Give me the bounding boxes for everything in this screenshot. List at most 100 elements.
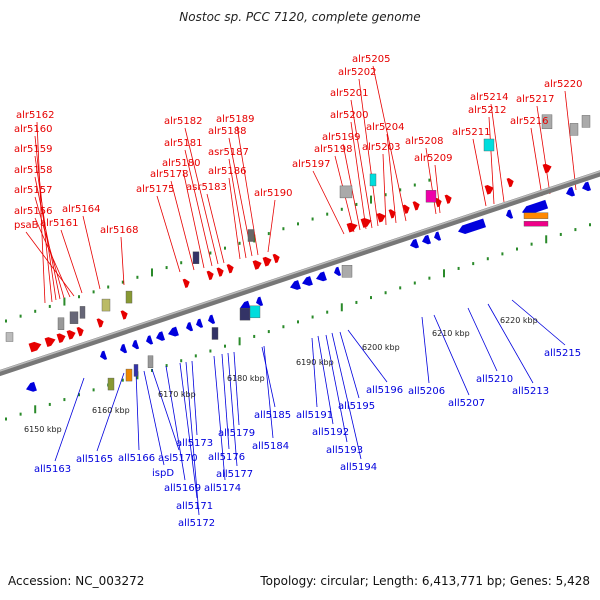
- gene-label-reverse: all5179: [218, 428, 255, 439]
- tick-upper: [224, 246, 226, 250]
- feature-box: [107, 377, 115, 391]
- gene-reverse: [168, 326, 179, 337]
- gene-label-forward: alr5181: [164, 138, 202, 149]
- tick-lower: [282, 325, 285, 329]
- gene-label-reverse: all5163: [34, 464, 71, 475]
- gene-forward: [444, 194, 452, 204]
- gene-label-forward-leader: [25, 231, 75, 297]
- tick-lower: [267, 330, 270, 334]
- feature-box: [57, 317, 65, 330]
- gene-forward: [402, 204, 410, 214]
- gene-label-forward-leader: [206, 193, 225, 264]
- gene-forward: [76, 327, 84, 337]
- gene-label-reverse: all5176: [208, 452, 245, 463]
- gene-forward: [66, 330, 76, 340]
- gene-label-forward: alr5204: [366, 122, 404, 133]
- gene-label-reverse: all5165: [76, 454, 113, 465]
- feature-box: [211, 327, 219, 340]
- gene-label-forward: alr5212: [468, 105, 506, 116]
- gene-label-forward-leader: [120, 236, 125, 286]
- tick-upper: [151, 268, 153, 277]
- gene-label-reverse-leader: [191, 360, 198, 436]
- gene-label-forward-leader: [425, 147, 437, 215]
- gene-label-reverse-leader: [311, 337, 318, 408]
- gene-label-forward: alr5156: [14, 206, 52, 217]
- gene-label-forward-leader: [564, 90, 577, 191]
- gene-label-reverse: all5173: [176, 438, 213, 449]
- tick-lower: [428, 276, 431, 280]
- gene-label-forward: alr5201: [330, 88, 368, 99]
- gene-forward: [182, 278, 190, 289]
- gene-label-reverse: all5207: [448, 398, 485, 409]
- tick-lower: [574, 228, 577, 232]
- gene-label-forward: alr5162: [16, 110, 54, 121]
- tick-lower: [399, 286, 402, 290]
- kbp-label: 6220 kbp: [500, 316, 538, 325]
- gene-label-forward-leader: [156, 195, 181, 273]
- gene-label-forward-leader: [36, 121, 46, 304]
- tick-lower: [151, 368, 153, 372]
- tick-upper: [136, 275, 139, 279]
- gene-label-forward: alr5160: [14, 124, 52, 135]
- tick-upper: [238, 241, 241, 245]
- tick-lower: [355, 300, 358, 304]
- tick-lower: [224, 344, 226, 348]
- gene-reverse: [26, 381, 37, 392]
- gene-reverse: [256, 296, 264, 306]
- tick-upper: [92, 290, 95, 294]
- tick-lower: [78, 393, 80, 397]
- tick-upper: [311, 217, 314, 221]
- gene-label-forward-leader: [372, 65, 407, 222]
- gene-label-reverse-leader: [487, 303, 534, 384]
- gene-label-reverse: all5177: [216, 469, 253, 480]
- gene-label-forward: alr5203: [362, 142, 400, 153]
- gene-label-forward: psaB: [14, 220, 39, 231]
- gene-label-forward-leader: [34, 176, 61, 300]
- gene-label-reverse-leader: [143, 370, 165, 466]
- kbp-label: 6150 kbp: [24, 425, 62, 434]
- gene-label-forward: alr5209: [414, 153, 452, 164]
- gene-label-forward-leader: [228, 158, 247, 259]
- gene-forward: [542, 163, 552, 174]
- gene-label-reverse-leader: [165, 365, 186, 481]
- gene-label-forward: alr5197: [292, 159, 330, 170]
- gene-label-reverse: all5166: [118, 453, 155, 464]
- tick-lower: [121, 378, 124, 382]
- feature-box: [69, 311, 79, 324]
- gene-reverse: [100, 350, 108, 360]
- gene-label-forward: alr5216: [510, 116, 548, 127]
- tick-upper: [107, 285, 110, 289]
- gene-label-forward-leader: [184, 127, 219, 265]
- kbp-label: 6210 kbp: [432, 329, 470, 338]
- gene-forward: [272, 253, 280, 264]
- gene-label-forward: alr5182: [164, 116, 202, 127]
- feature-box: [369, 173, 377, 187]
- genome-backbone: [0, 170, 600, 377]
- tick-upper: [355, 202, 358, 206]
- gene-label-forward-leader: [350, 121, 367, 230]
- gene-label-forward-leader: [267, 199, 276, 253]
- gene-reverse: [506, 209, 514, 219]
- tick-lower: [238, 337, 241, 346]
- tick-lower: [501, 252, 504, 256]
- gene-label-reverse: all5172: [178, 518, 215, 529]
- gene-reverse: [458, 218, 486, 235]
- gene-forward: [56, 333, 66, 343]
- gene-label-forward: alr5190: [254, 188, 292, 199]
- gene-label-forward-leader: [34, 196, 65, 299]
- gene-label-reverse-leader: [421, 316, 430, 384]
- tick-lower: [516, 247, 518, 251]
- gene-forward: [484, 185, 494, 195]
- tick-upper: [78, 295, 80, 299]
- gene-forward: [412, 201, 420, 211]
- tick-lower: [472, 262, 475, 266]
- feature-box: [581, 115, 591, 128]
- gene-forward: [96, 318, 104, 328]
- gene-label-forward-leader: [60, 229, 83, 294]
- feature-box: [569, 123, 579, 136]
- gene-reverse: [522, 199, 549, 215]
- tick-upper: [180, 261, 183, 265]
- tick-lower: [559, 232, 562, 236]
- gene-label-reverse-leader: [227, 352, 238, 467]
